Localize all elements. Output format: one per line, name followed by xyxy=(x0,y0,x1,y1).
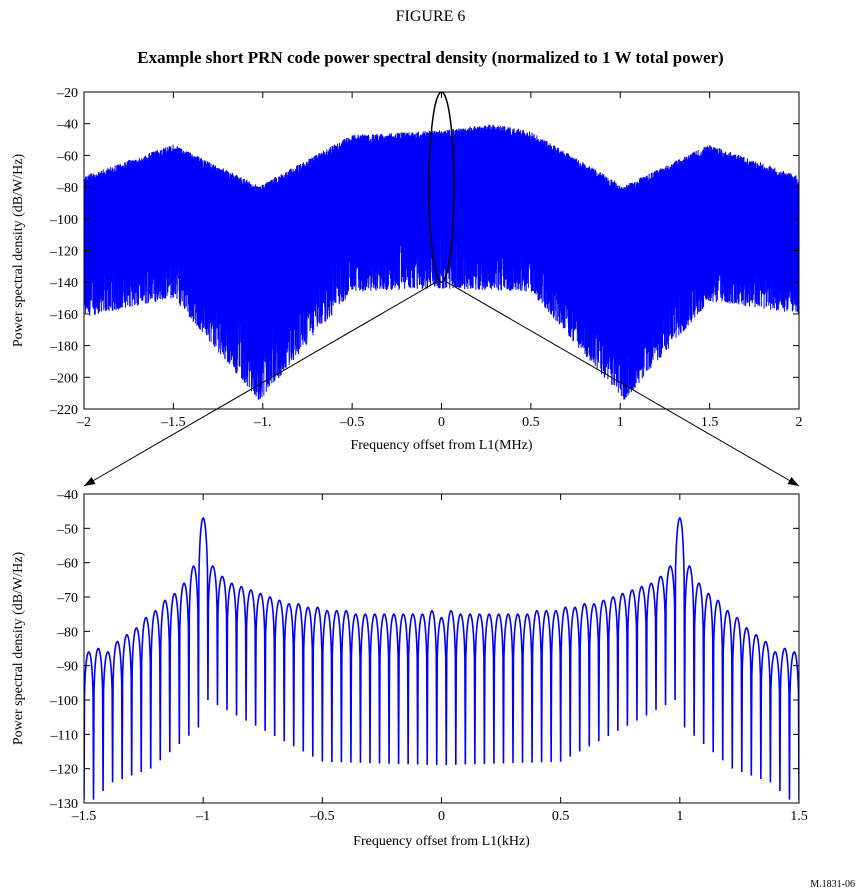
top-x-tick-label: 1.5 xyxy=(701,415,719,430)
bottom-chart: –1.5 –1 –0.5 0 0.5 1 1.5 –40 –50 –60 –70 –80 –90 –10… xyxy=(11,488,808,849)
bottom-x-tick-label: 1 xyxy=(676,809,683,824)
top-y-axis-label: Power spectral density (dB/W/Hz) xyxy=(11,154,26,348)
bottom-y-tick-label: –50 xyxy=(56,522,78,537)
figure-label: FIGURE 6 xyxy=(395,8,466,25)
top-x-axis: –2 –1.5 –1. –0.5 0 0.5 1 1.5 2 xyxy=(76,92,803,430)
top-y-tick-label: –120 xyxy=(49,245,78,260)
bottom-plot-frame xyxy=(83,493,800,804)
bottom-x-tick-label: –1 xyxy=(195,809,210,824)
bottom-x-tick-label: 0 xyxy=(438,809,445,824)
bottom-y-axis-label: Power spectral density (dB/W/Hz) xyxy=(11,552,26,746)
figure-reference-code: M.1831-06 xyxy=(810,879,855,890)
bottom-y-tick-label: –90 xyxy=(56,660,78,675)
zoom-arrow-right xyxy=(443,279,800,487)
top-x-tick-label: 0 xyxy=(438,415,445,430)
bottom-spectrum-trace xyxy=(84,516,799,800)
top-y-tick-label: –220 xyxy=(49,403,78,418)
bottom-y-tick-label: –100 xyxy=(49,694,78,709)
top-y-tick-label: –180 xyxy=(49,340,78,355)
top-y-tick-label: –60 xyxy=(56,149,78,164)
bottom-y-tick-label: –80 xyxy=(56,625,78,640)
zoom-arrow-left xyxy=(83,279,440,487)
top-x-tick-label: –1.5 xyxy=(160,415,186,430)
top-x-tick-label: –0.5 xyxy=(339,415,365,430)
top-x-axis-label: Frequency offset from L1(MHz) xyxy=(350,438,532,453)
zoom-arrowhead-left xyxy=(84,477,96,486)
bottom-x-tick-label: 1.5 xyxy=(790,809,808,824)
top-y-tick-label: –80 xyxy=(56,181,78,196)
bottom-x-axis: –1.5 –1 –0.5 0 0.5 1 1.5 xyxy=(71,494,808,824)
bottom-y-tick-label: –60 xyxy=(56,557,78,572)
zoom-arrowhead-right xyxy=(787,477,799,486)
bottom-x-axis-label: Frequency offset from L1(kHz) xyxy=(353,834,530,849)
bottom-x-tick-label: 0.5 xyxy=(552,809,570,824)
top-y-tick-label: –100 xyxy=(49,213,78,228)
top-plot-clip-group xyxy=(84,124,799,400)
bottom-y-tick-label: –130 xyxy=(49,797,78,812)
bottom-x-tick-label: –1.5 xyxy=(71,809,97,824)
bottom-y-tick-label: –70 xyxy=(56,591,78,606)
bottom-x-tick-label: –0.5 xyxy=(309,809,335,824)
zoom-region-ellipse xyxy=(428,91,455,283)
top-y-tick-label: –200 xyxy=(49,371,78,386)
top-x-tick-label: –1. xyxy=(253,415,272,430)
top-x-tick-label: 1 xyxy=(617,415,624,430)
top-x-tick-label: –2 xyxy=(76,415,91,430)
bottom-y-axis: –40 –50 –60 –70 –80 –90 –100 –110 –120 –130 xyxy=(49,488,799,812)
bottom-plot-clip-group xyxy=(84,516,799,800)
top-y-tick-label: –160 xyxy=(49,308,78,323)
top-spectrum-trace xyxy=(84,124,799,400)
bottom-y-tick-label: –110 xyxy=(50,728,78,743)
zoom-arrows xyxy=(83,279,800,487)
bottom-y-tick-label: –120 xyxy=(49,763,78,778)
top-x-tick-label: 2 xyxy=(796,415,803,430)
top-y-tick-label: –40 xyxy=(56,118,78,133)
figure-title: Example short PRN code power spectral de… xyxy=(137,48,724,67)
top-y-axis: –20 –40 –60 –80 –100 –120 –140 –160 –180 –200 –220 xyxy=(49,86,799,418)
top-chart: –2 –1.5 –1. –0.5 0 0.5 1 1.5 2 –20–40–60–80–100–… xyxy=(11,86,803,453)
top-y-tick-label: –140 xyxy=(49,276,78,291)
top-x-tick-label: 0.5 xyxy=(522,415,540,430)
top-y-tick-label: –20 xyxy=(56,86,78,101)
bottom-y-tick-label: –40 xyxy=(56,488,78,503)
